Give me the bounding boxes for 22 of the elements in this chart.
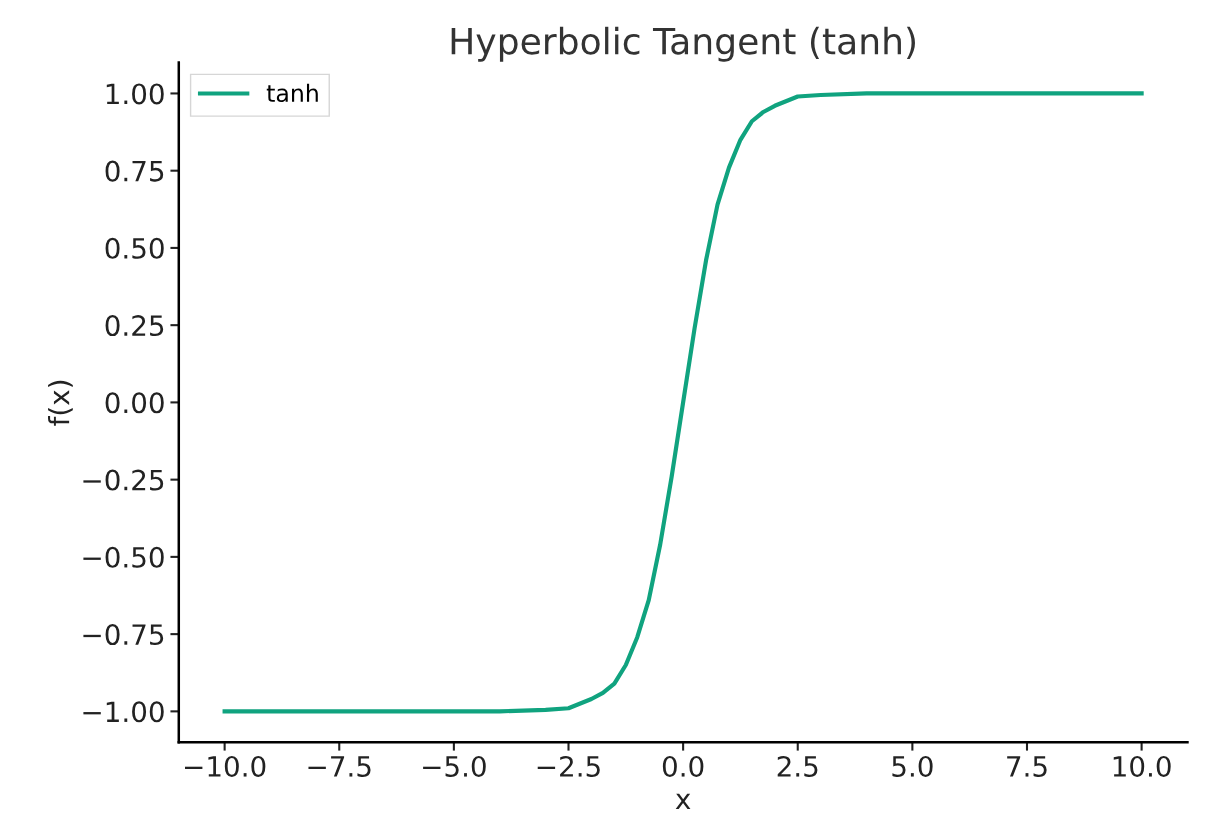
y-tick-label: 0.50 [105,237,164,259]
x-tick-label: 10.0 [1113,755,1171,777]
legend-label: tanh [266,83,318,103]
y-tick-label: −0.75 [83,624,164,646]
y-tick-label: 0.00 [105,392,164,414]
x-tick-label: 5.0 [892,755,933,777]
x-tick-label: −2.5 [537,755,600,777]
x-axis-title: x [675,793,691,809]
chart-title: Hyperbolic Tangent (tanh) [451,26,915,62]
y-tick-label: −1.00 [83,701,164,723]
y-tick-label: −0.50 [83,546,164,568]
x-tick-label: 2.5 [777,755,818,777]
y-tick-label: −0.25 [83,469,164,491]
x-tick-label: 0.0 [662,755,704,777]
y-tick-label: 1.00 [106,83,164,105]
x-tick-label: −10.0 [185,755,266,777]
x-tick-label: −5.0 [423,755,486,777]
y-tick-label: 0.25 [105,315,164,337]
x-tick-label: −7.5 [308,756,371,777]
x-tick-label: 7.5 [1007,756,1047,777]
y-axis-title: f(x) [48,380,73,426]
y-tick-label: 0.75 [105,160,164,182]
